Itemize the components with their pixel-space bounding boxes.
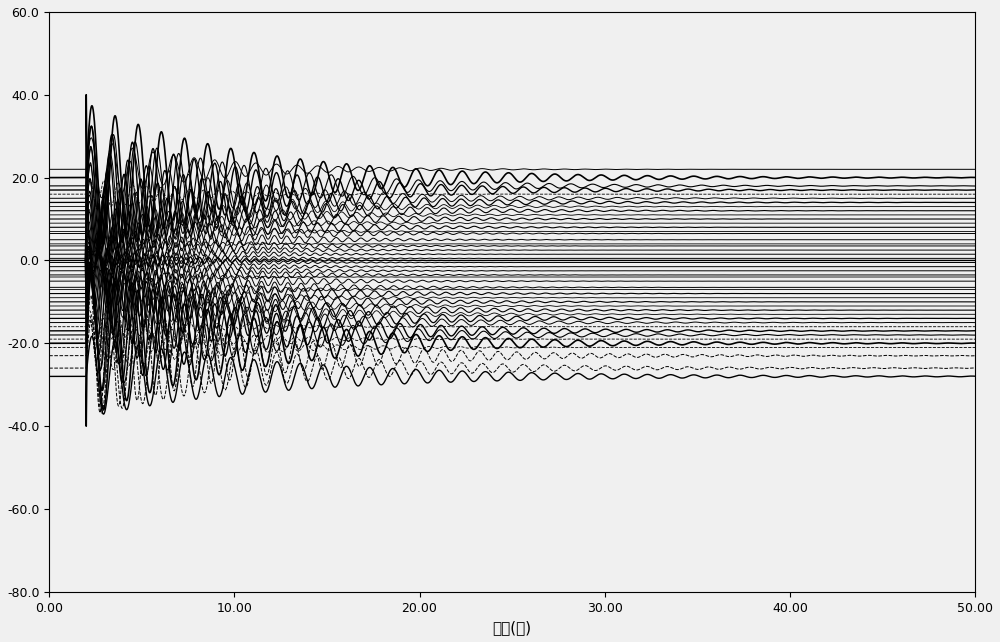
X-axis label: 时间(秒): 时间(秒) bbox=[493, 620, 532, 635]
